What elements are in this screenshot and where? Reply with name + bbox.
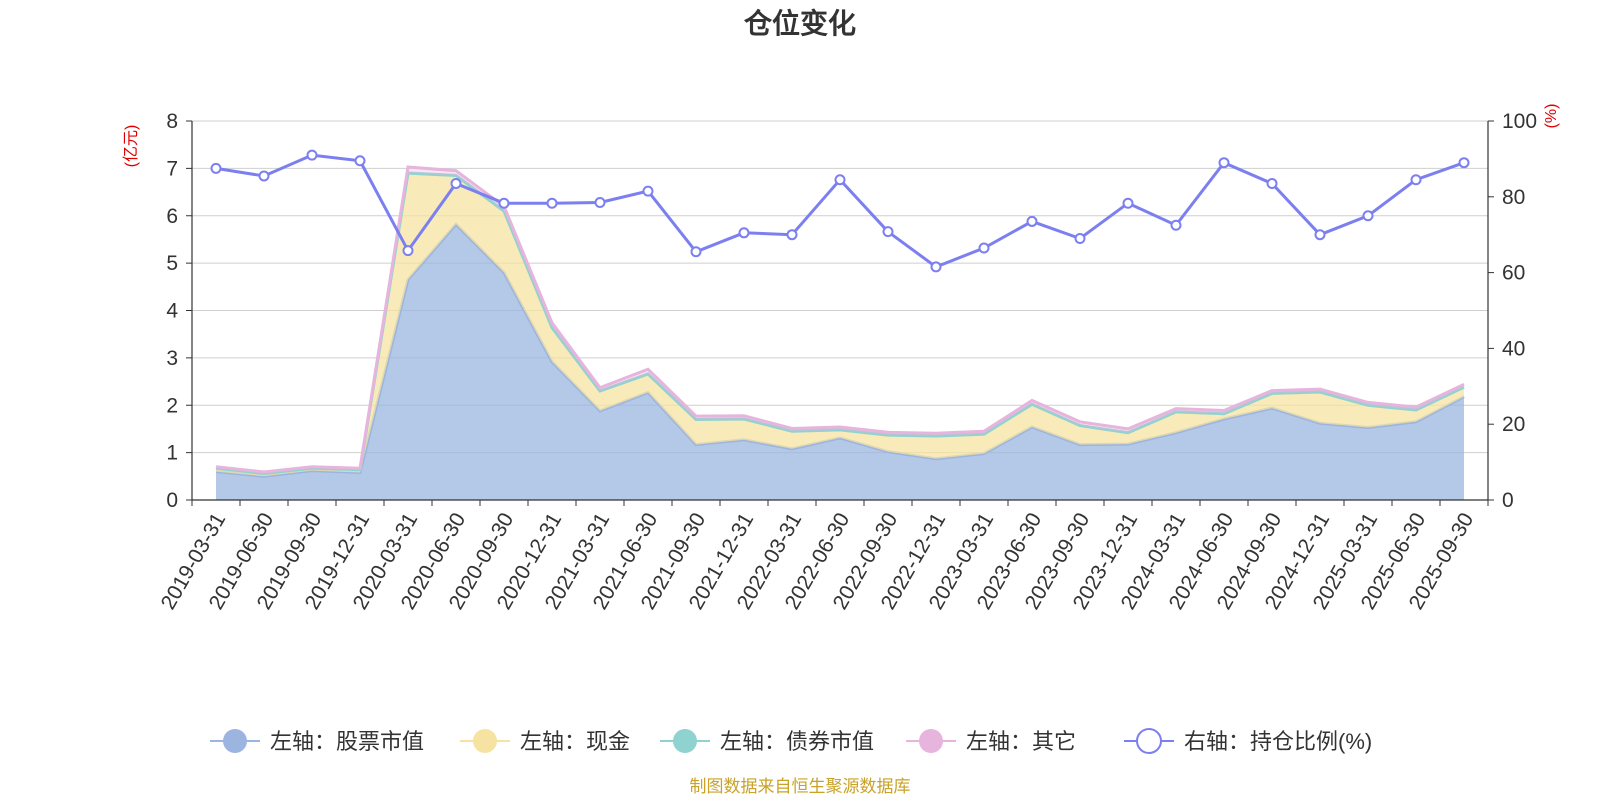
holding-ratio-point (1122, 197, 1134, 209)
left-tick-label: 8 (166, 110, 178, 133)
legend: 左轴：股票市值 左轴：现金 左轴：债券市值 左轴：其它 右轴：持仓比例(%) (210, 728, 1372, 754)
holding-ratio-point (1170, 219, 1182, 231)
right-tick-label: 40 (1502, 337, 1525, 360)
legend-marker-circle (673, 729, 697, 753)
holding-ratio-point (978, 242, 990, 254)
left-tick-label: 3 (166, 347, 178, 370)
holding-ratio-point (210, 162, 222, 174)
holding-ratio-point (354, 155, 366, 167)
legend-label: 左轴：股票市值 (270, 729, 424, 754)
left-tick-label: 7 (166, 157, 178, 180)
holding-ratio-point (1074, 232, 1086, 244)
holding-ratio-point (450, 178, 462, 190)
legend-label: 右轴：持仓比例(%) (1184, 729, 1372, 754)
left-tick-label: 4 (166, 300, 178, 323)
holding-ratio-point (306, 149, 318, 161)
legend-marker-circle (223, 729, 247, 753)
holding-ratio-point (1026, 215, 1038, 227)
area-line-4 (215, 165, 1465, 474)
legend-marker-hollow-circle (1136, 728, 1162, 754)
holding-ratio-point (546, 197, 558, 209)
right-axis-unit: (%) (1543, 104, 1560, 129)
chart-title: 仓位变化 (744, 7, 856, 39)
legend-label: 左轴：现金 (520, 729, 630, 754)
holding-ratio-point (690, 246, 702, 258)
holding-ratio-point (786, 229, 798, 241)
legend-marker-circle (919, 729, 943, 753)
holding-ratio-point (1218, 157, 1230, 169)
holding-ratio-point (594, 196, 606, 208)
left-axis-unit: (亿元) (122, 125, 140, 168)
holding-ratio-point (882, 226, 894, 238)
holding-ratio-point (738, 227, 750, 239)
holding-ratio-point (1458, 157, 1470, 169)
holding-ratio-point (834, 174, 846, 186)
data-source-note: 制图数据来自恒生聚源数据库 (690, 777, 911, 796)
legend-label: 左轴：债券市值 (720, 729, 874, 754)
legend-label: 左轴：其它 (966, 729, 1076, 754)
holding-ratio-point (402, 245, 414, 257)
left-tick-label: 6 (166, 205, 178, 228)
holding-ratio-point (1314, 229, 1326, 241)
holding-ratio-series (210, 149, 1470, 273)
holding-ratio-point (642, 185, 654, 197)
stacked-areas (215, 165, 1465, 501)
holding-ratio-point (1410, 174, 1422, 186)
right-tick-label: 100 (1502, 110, 1537, 133)
right-tick-label: 60 (1502, 262, 1525, 285)
right-tick-label: 0 (1502, 489, 1514, 512)
legend-marker-circle (473, 729, 497, 753)
area-1 (216, 224, 1464, 501)
left-tick-label: 2 (166, 394, 178, 417)
holding-ratio-point (930, 261, 942, 273)
left-tick-label: 5 (166, 252, 178, 275)
holding-ratio-point (1362, 210, 1374, 222)
right-tick-label: 80 (1502, 186, 1525, 209)
left-tick-label: 0 (166, 489, 178, 512)
right-tick-label: 20 (1502, 413, 1525, 436)
holding-ratio-point (258, 170, 270, 182)
area-line-3 (215, 171, 1465, 476)
holding-ratio-point (1266, 178, 1278, 190)
holding-ratio-point (498, 197, 510, 209)
left-tick-label: 1 (166, 442, 178, 465)
